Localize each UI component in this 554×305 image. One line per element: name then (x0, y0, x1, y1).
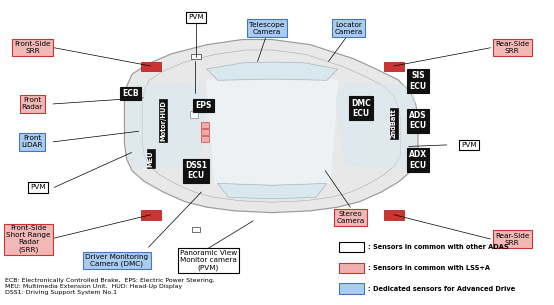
Text: EPS: EPS (195, 101, 211, 110)
FancyBboxPatch shape (201, 129, 209, 135)
Text: : Sensors in common with other ADAS: : Sensors in common with other ADAS (368, 244, 509, 250)
Text: ECB: ECB (122, 89, 139, 98)
Text: : Sensors in common with LSS+A: : Sensors in common with LSS+A (368, 265, 490, 271)
Polygon shape (336, 83, 414, 168)
Polygon shape (207, 62, 338, 80)
FancyBboxPatch shape (141, 62, 161, 71)
Text: ECB: Electronically Controlled Brake,  EPS: Electric Power Steering,
MEU: Multim: ECB: Electronically Controlled Brake, EP… (5, 278, 215, 295)
Text: Telescope
Camera: Telescope Camera (249, 22, 285, 34)
Text: Stereo
Camera: Stereo Camera (336, 211, 365, 224)
Text: Panoramic View
Monitor camera
(PVM): Panoramic View Monitor camera (PVM) (180, 250, 237, 271)
Text: Rear-Side
SRR: Rear-Side SRR (495, 41, 530, 54)
Text: PVM: PVM (30, 185, 45, 190)
Text: Locator
Camera: Locator Camera (335, 22, 363, 34)
Text: DSS1
ECU: DSS1 ECU (185, 161, 207, 181)
Text: Front
LiDAR: Front LiDAR (22, 135, 43, 148)
FancyBboxPatch shape (190, 111, 198, 118)
Text: Front
Radar: Front Radar (22, 97, 43, 110)
Polygon shape (218, 184, 327, 199)
Polygon shape (125, 40, 418, 213)
Text: Rear-Side
SRR: Rear-Side SRR (495, 232, 530, 246)
FancyBboxPatch shape (201, 121, 209, 127)
Text: 2ndBatt: 2ndBatt (391, 109, 397, 138)
Text: MEU: MEU (148, 150, 153, 167)
Polygon shape (207, 79, 338, 185)
FancyBboxPatch shape (141, 210, 161, 220)
Text: Front-Side
SRR: Front-Side SRR (14, 41, 50, 54)
Text: ADS
ECU: ADS ECU (409, 111, 427, 130)
Text: ADX
ECU: ADX ECU (409, 150, 427, 170)
FancyBboxPatch shape (191, 54, 201, 59)
Polygon shape (128, 83, 207, 168)
Text: Driver Monitoring
Camera (DMC): Driver Monitoring Camera (DMC) (85, 253, 148, 267)
FancyBboxPatch shape (384, 210, 404, 220)
FancyBboxPatch shape (201, 136, 209, 142)
Text: Motor/HUD: Motor/HUD (160, 100, 166, 141)
Text: DMC
ECU: DMC ECU (351, 99, 371, 118)
Text: SIS
ECU: SIS ECU (409, 71, 427, 91)
Text: Front-Side
Short Range
Radar
(SRR): Front-Side Short Range Radar (SRR) (6, 225, 51, 253)
FancyBboxPatch shape (192, 227, 201, 232)
FancyBboxPatch shape (340, 242, 365, 253)
FancyBboxPatch shape (340, 283, 365, 294)
Text: PVM: PVM (461, 142, 476, 148)
Text: PVM: PVM (188, 14, 204, 20)
FancyBboxPatch shape (384, 62, 404, 71)
FancyBboxPatch shape (340, 263, 365, 273)
Text: : Dedicated sensors for Advanced Drive: : Dedicated sensors for Advanced Drive (368, 285, 515, 292)
